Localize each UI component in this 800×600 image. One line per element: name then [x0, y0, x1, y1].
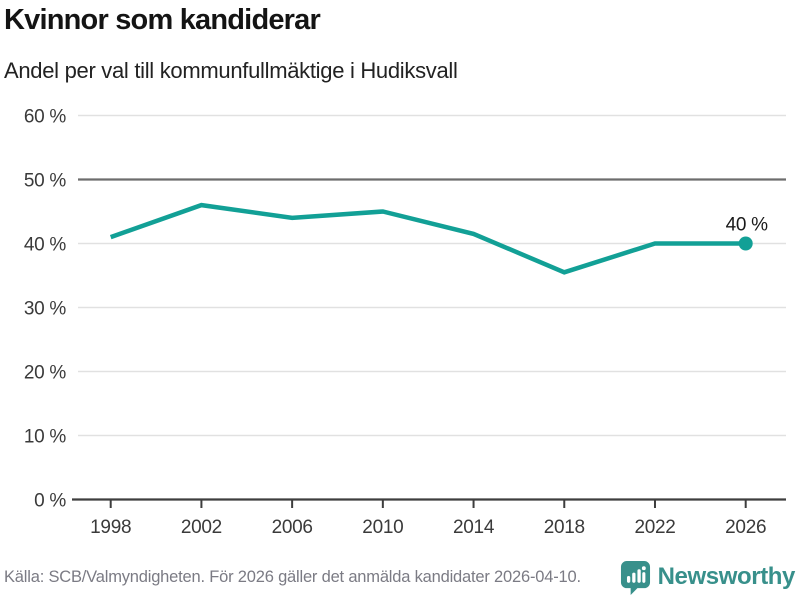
svg-text:20 %: 20 % — [24, 363, 67, 384]
svg-text:2010: 2010 — [362, 517, 403, 538]
svg-text:2026: 2026 — [725, 517, 766, 538]
svg-text:0 %: 0 % — [34, 491, 66, 512]
svg-text:40 %: 40 % — [726, 215, 769, 236]
newsworthy-logo-icon — [620, 560, 650, 595]
chart-title: Kvinnor som kandiderar — [4, 4, 321, 36]
svg-text:2014: 2014 — [453, 517, 495, 538]
brand: Newsworthy — [620, 560, 795, 595]
svg-text:30 %: 30 % — [24, 299, 67, 320]
svg-text:2002: 2002 — [181, 517, 222, 538]
svg-text:60 %: 60 % — [24, 107, 67, 128]
svg-text:2022: 2022 — [634, 517, 675, 538]
svg-text:50 %: 50 % — [24, 171, 67, 192]
chart-subtitle: Andel per val till kommunfullmäktige i H… — [4, 58, 458, 83]
source-note: Källa: SCB/Valmyndigheten. För 2026 gäll… — [4, 567, 581, 586]
svg-text:10 %: 10 % — [24, 427, 67, 448]
line-chart: 0 % 10 % 20 % 30 % 40 % 50 % 60 % 1998 2002 2006 2… — [24, 107, 786, 538]
svg-text:2006: 2006 — [272, 517, 313, 538]
footer: Källa: SCB/Valmyndigheten. För 2026 gäll… — [0, 558, 800, 596]
svg-text:2018: 2018 — [544, 517, 585, 538]
svg-text:40 %: 40 % — [24, 235, 67, 256]
brand-name: Newsworthy — [657, 563, 796, 590]
svg-text:1998: 1998 — [90, 517, 131, 538]
